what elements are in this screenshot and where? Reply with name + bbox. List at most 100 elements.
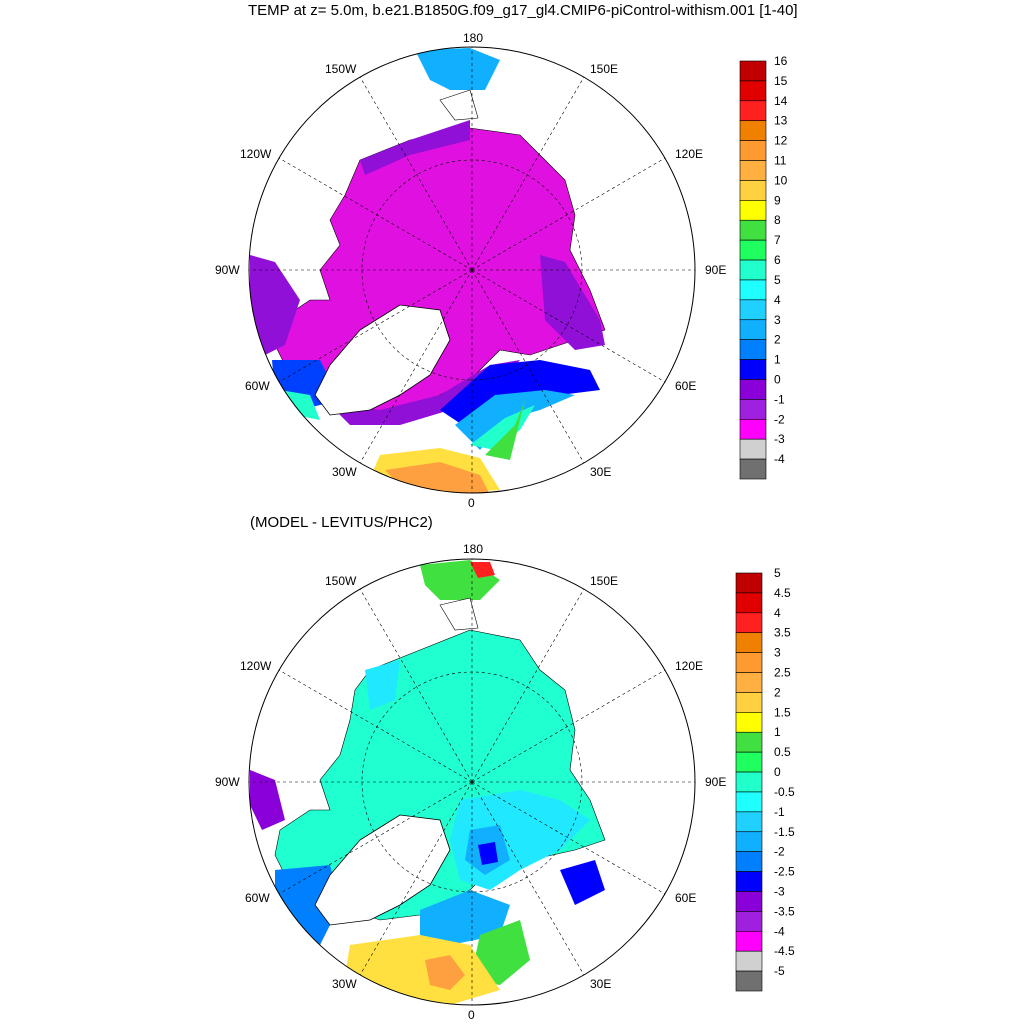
top-shelf-purple-4 <box>330 360 520 425</box>
colorbar-box <box>735 652 763 673</box>
colorbar-tick-label: 4.5 <box>774 586 791 600</box>
colorbar-box <box>735 930 763 952</box>
top-shelf-purple-3 <box>540 255 605 350</box>
colorbar-box <box>739 438 767 460</box>
colorbar-tick-label: 5 <box>774 273 781 287</box>
top-bering-land <box>439 89 479 121</box>
colorbar-box <box>739 180 767 201</box>
plot-subtitle: (MODEL - LEVITUS/PHC2) <box>250 514 433 531</box>
bottom-colorbar: 5 4.5 4 3.5 3 2.5 2 1.5 1 0.5 0 -0.5 -1 -1.5 -2 -2.5 -3 -… <box>735 566 795 992</box>
colorbar-tick-label: 10 <box>774 173 788 187</box>
colorbar-box <box>739 379 767 400</box>
colorbar-box <box>735 831 763 852</box>
colorbar-tick-label: -3.5 <box>774 904 795 918</box>
bottom-red-bering <box>470 562 495 578</box>
colorbar-box <box>735 970 763 992</box>
colorbar-box <box>739 279 767 301</box>
bottom-label-120e: 120E <box>675 659 703 673</box>
bottom-label-30w: 30W <box>332 977 357 991</box>
colorbar-box <box>739 359 767 380</box>
colorbar-box <box>739 239 767 261</box>
bottom-label-30e: 30E <box>590 977 611 991</box>
colorbar-box <box>735 592 763 614</box>
bottom-label-60w: 60W <box>245 891 270 905</box>
colorbar-tick-label: 5 <box>774 566 781 580</box>
top-bering-region <box>415 48 500 90</box>
colorbar-box <box>735 731 763 753</box>
top-shelf-purple-2 <box>250 255 300 360</box>
colorbar-box <box>735 612 763 634</box>
colorbar-box <box>739 60 767 82</box>
top-label-60e: 60E <box>675 379 696 393</box>
top-label-180: 180 <box>463 31 483 45</box>
colorbar-tick-label: -1 <box>774 805 785 819</box>
colorbar-box <box>735 811 763 833</box>
colorbar-box <box>735 851 763 872</box>
colorbar-box <box>735 911 763 932</box>
bottom-label-60e: 60E <box>675 891 696 905</box>
top-label-150e: 150E <box>590 62 618 76</box>
top-label-120e: 120E <box>675 147 703 161</box>
colorbar-tick-label: 7 <box>774 233 781 247</box>
bottom-blue-2 <box>420 890 510 945</box>
bottom-label-90e: 90E <box>705 775 726 789</box>
colorbar-box <box>735 950 763 972</box>
top-label-0: 0 <box>468 496 475 510</box>
colorbar-box <box>739 339 767 360</box>
colorbar-box <box>735 632 763 653</box>
top-label-120w: 120W <box>240 147 272 161</box>
colorbar-box <box>735 791 763 813</box>
colorbar-tick-label: 2.5 <box>774 666 791 680</box>
top-atlantic-green <box>485 400 525 460</box>
colorbar-box <box>739 458 767 480</box>
bottom-darkblue-1 <box>478 842 498 865</box>
colorbar-box <box>735 692 763 713</box>
colorbar-tick-label: 12 <box>774 134 788 148</box>
colorbar-box <box>739 399 767 420</box>
plot-title: TEMP at z= 5.0m, b.e21.B1850G.f09_g17_gl… <box>248 2 798 19</box>
colorbar-tick-label: 9 <box>774 193 781 207</box>
top-label-30e: 30E <box>590 465 611 479</box>
bottom-label-90w: 90W <box>215 775 240 789</box>
bottom-map <box>249 559 695 1005</box>
colorbar-tick-label: 13 <box>774 114 788 128</box>
colorbar-tick-label: 11 <box>774 154 787 168</box>
bottom-bering-land <box>439 597 479 631</box>
colorbar-tick-label: 3 <box>774 646 781 660</box>
colorbar-tick-label: 0 <box>774 765 781 779</box>
colorbar-box <box>739 219 767 241</box>
bottom-orange-atl <box>425 955 465 990</box>
bottom-greenland <box>314 814 451 926</box>
colorbar-tick-label: 15 <box>774 74 788 88</box>
bottom-label-150w: 150W <box>325 574 357 588</box>
colorbar-tick-label: 3.5 <box>774 626 791 640</box>
bottom-graticule <box>249 559 695 1005</box>
colorbar-tick-label: 4 <box>774 293 781 307</box>
colorbar-tick-label: 4 <box>774 606 781 620</box>
colorbar-box <box>739 80 767 102</box>
colorbar-tick-label: 1 <box>774 725 781 739</box>
colorbar-box <box>735 712 763 733</box>
colorbar-tick-label: -2.5 <box>774 865 795 879</box>
colorbar-box <box>735 771 763 793</box>
bottom-label-180: 180 <box>463 542 483 556</box>
top-greenland <box>314 304 451 416</box>
bottom-darkblue-2 <box>560 860 605 905</box>
bottom-label-120w: 120W <box>240 659 272 673</box>
top-shelf-purple-1 <box>360 120 470 175</box>
colorbar-tick-label: -4 <box>774 452 785 466</box>
colorbar-tick-label: 0 <box>774 372 781 386</box>
colorbar-box <box>735 891 763 912</box>
colorbar-box <box>739 140 767 161</box>
colorbar-box <box>735 572 763 594</box>
bottom-purple-west <box>250 770 285 830</box>
colorbar-tick-label: -5 <box>774 964 785 978</box>
top-label-60w: 60W <box>245 379 270 393</box>
bottom-label-0: 0 <box>468 1008 475 1022</box>
colorbar-tick-label: 16 <box>774 54 788 68</box>
colorbar-tick-label: -3 <box>774 432 785 446</box>
colorbar-box <box>735 672 763 693</box>
colorbar-tick-label: 3 <box>774 313 781 327</box>
top-label-150w: 150W <box>325 62 357 76</box>
